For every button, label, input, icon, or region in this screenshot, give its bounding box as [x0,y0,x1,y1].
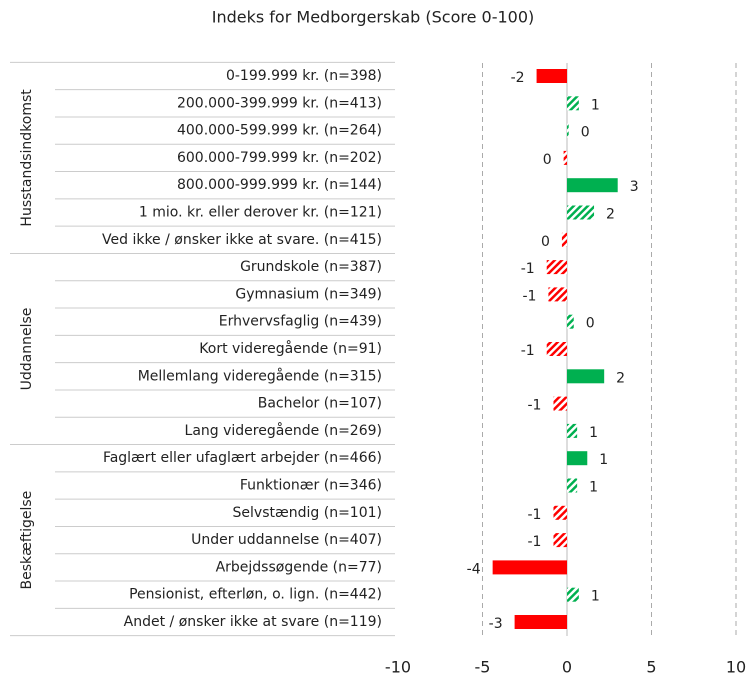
value-label: -2 [511,70,525,86]
category-label: Pensionist, efterløn, o. lign. (n=442) [129,587,382,603]
bar [514,615,567,629]
category-label: Gymnasium (n=349) [235,286,382,302]
bar [567,123,569,138]
category-label: Andet / ønsker ikke at svare (n=119) [124,614,382,630]
x-tick-label: 10 [726,658,746,677]
bar [567,423,578,438]
value-label: 1 [589,425,598,441]
x-tick-label: -5 [475,658,491,677]
bar [567,178,618,193]
bar [563,150,567,165]
bar [567,314,574,329]
bar [567,96,579,111]
category-label: Selvstændig (n=101) [233,505,382,521]
category-label: Under uddannelse (n=407) [191,532,382,548]
value-label: 3 [630,179,639,195]
bar [567,587,579,602]
category-label: 400.000-599.999 kr. (n=264) [177,123,382,139]
category-label: Grundskole (n=387) [240,259,382,275]
bar [561,232,567,247]
value-label: 0 [541,234,550,250]
bar [548,287,567,302]
bar [536,69,567,83]
value-label: -1 [522,288,536,304]
value-label: 0 [543,152,552,168]
category-label: Kort videregående (n=91) [199,340,382,357]
bar [553,396,567,411]
category-label: 800.000-999.999 kr. (n=144) [177,177,382,193]
value-label: -3 [489,616,503,632]
category-label: 200.000-399.999 kr. (n=413) [177,95,382,111]
value-label: 2 [606,207,615,223]
category-label: Lang videregående (n=269) [185,422,382,439]
category-label: 600.000-799.999 kr. (n=202) [177,150,382,166]
x-tick-label: 0 [562,658,572,677]
category-label: Ved ikke / ønsker ikke at svare. (n=415) [102,232,382,248]
x-tick-label: -10 [385,658,411,677]
value-label: -1 [528,398,542,414]
category-label: Funktionær (n=346) [240,478,382,494]
bar [553,533,567,548]
value-label: -1 [528,534,542,550]
value-label: -4 [467,561,481,577]
bar [546,260,567,275]
group-label: Husstandsindkomst [19,89,35,227]
bar [546,342,567,356]
value-label: 1 [591,589,600,605]
bar [567,205,595,220]
value-label: 1 [589,480,598,496]
category-label: Bachelor (n=107) [258,396,382,412]
bar [567,478,578,493]
value-label: -1 [521,261,535,277]
category-label: Faglært eller ufaglært arbejder (n=466) [103,450,382,466]
value-label: 2 [616,370,625,386]
bar [567,369,605,384]
value-label: -1 [528,507,542,523]
category-label: Mellemlang videregående (n=315) [138,367,382,384]
category-label: 1 mio. kr. eller derover kr. (n=121) [139,205,382,221]
x-tick-label: 5 [646,658,656,677]
chart-title: Indeks for Medborgerskab (Score 0-100) [212,8,535,27]
bar [567,451,588,466]
value-label: 1 [591,97,600,113]
category-label: Erhvervsfaglig (n=439) [219,314,382,330]
group-label: Uddannelse [19,308,35,391]
value-label: 0 [586,316,595,332]
value-label: 0 [581,125,590,141]
value-label: -1 [521,343,535,359]
value-label: 1 [599,452,608,468]
bar [553,505,567,520]
bar [492,560,567,575]
category-label: 0-199.999 kr. (n=398) [226,68,382,84]
category-label: Arbejdssøgende (n=77) [216,559,382,575]
group-label: Beskæftigelse [19,491,35,590]
